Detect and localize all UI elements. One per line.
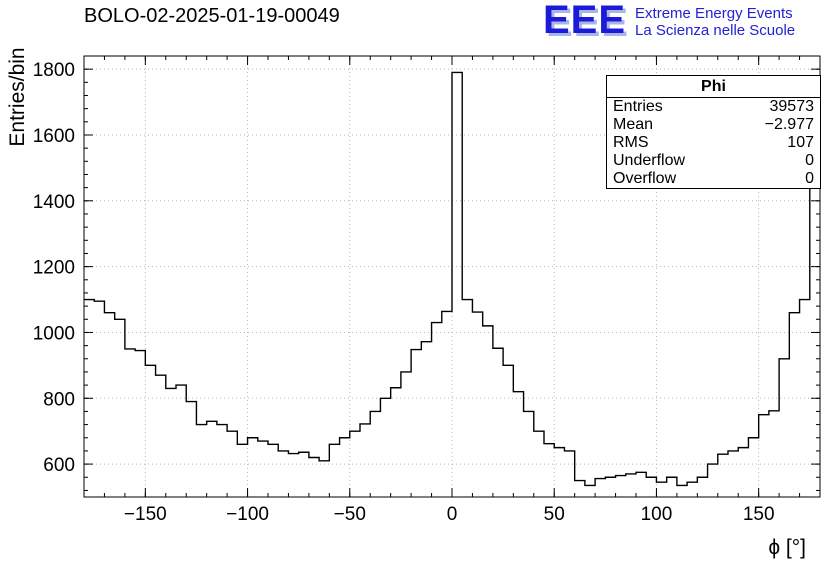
y-tick-label: 1000 bbox=[33, 323, 75, 344]
x-tick-label: −50 bbox=[334, 504, 366, 525]
y-tick-label: 800 bbox=[43, 389, 75, 410]
y-tick-label: 1800 bbox=[33, 60, 75, 81]
eee-logo-line2: La Scienza nelle Scuole bbox=[635, 22, 796, 39]
stats-row-label: Mean bbox=[613, 116, 654, 133]
x-tick-label: 50 bbox=[544, 504, 565, 525]
stats-row: RMS 107 bbox=[607, 134, 820, 152]
eee-logo-acronym: EEE bbox=[543, 0, 627, 42]
stats-row-value: 0 bbox=[805, 170, 814, 187]
stats-row: Overflow 0 bbox=[607, 170, 820, 188]
eee-logo-line1: Extreme Energy Events bbox=[635, 5, 793, 22]
stats-row-value: −2.977 bbox=[764, 116, 814, 133]
x-tick-label: −100 bbox=[226, 504, 269, 525]
y-tick-label: 1600 bbox=[33, 126, 75, 147]
stats-row: Entries 39573 bbox=[607, 98, 820, 116]
stats-row-value: 107 bbox=[787, 134, 814, 151]
stats-row-label: Overflow bbox=[613, 170, 677, 187]
x-tick-label: −150 bbox=[124, 504, 167, 525]
x-tick-label: 0 bbox=[447, 504, 458, 525]
stats-row-label: Entries bbox=[613, 98, 663, 115]
y-tick-label: 600 bbox=[43, 455, 75, 476]
stats-row-label: Underflow bbox=[613, 152, 686, 169]
y-tick-label: 1200 bbox=[33, 258, 75, 279]
stats-box-title: Phi bbox=[607, 76, 820, 98]
x-axis-title: ϕ [°] bbox=[768, 536, 806, 559]
y-tick-label: 1400 bbox=[33, 192, 75, 213]
x-tick-label: 100 bbox=[641, 504, 673, 525]
y-axis-title: Entries/bin bbox=[6, 47, 29, 146]
eee-logo: EEE Extreme Energy Events La Scienza nel… bbox=[543, 0, 795, 42]
histogram-line bbox=[84, 71, 820, 487]
x-tick-label: 150 bbox=[743, 504, 775, 525]
plot-title: BOLO-02-2025-01-19-00049 bbox=[84, 5, 340, 27]
stats-row-value: 39573 bbox=[769, 98, 815, 115]
stats-row: Underflow 0 bbox=[607, 152, 820, 170]
stats-row: Mean −2.977 bbox=[607, 116, 820, 134]
stats-row-value: 0 bbox=[805, 152, 814, 169]
stats-box: Phi Entries 39573 Mean −2.977 RMS 107 Un… bbox=[606, 75, 821, 189]
stats-row-label: RMS bbox=[613, 134, 649, 151]
eee-logo-text: Extreme Energy Events La Scienza nelle S… bbox=[635, 2, 795, 39]
